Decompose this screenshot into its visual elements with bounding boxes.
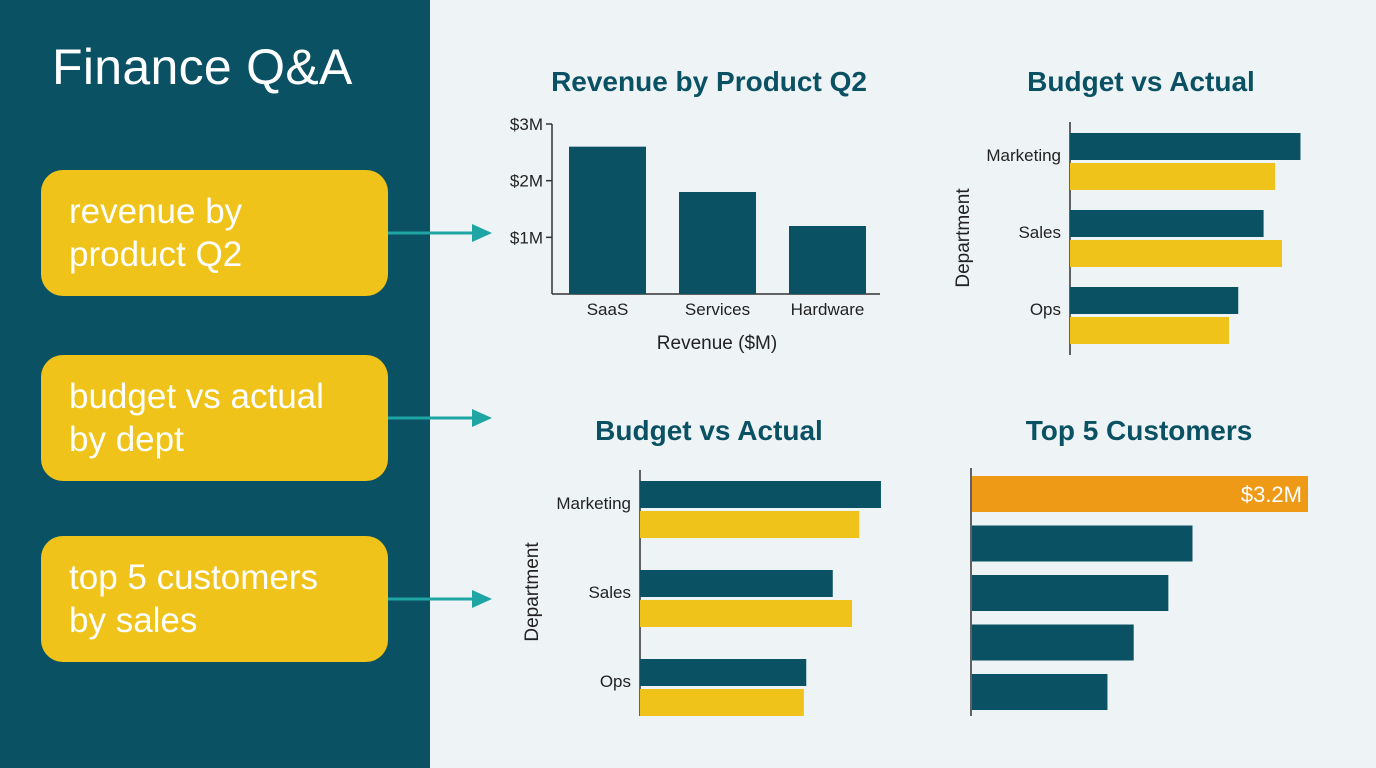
bar bbox=[1070, 287, 1239, 314]
arrow-right-icon bbox=[388, 409, 492, 427]
chart-top-5-customers: Top 5 Customers $3.2M bbox=[970, 415, 1308, 716]
bar bbox=[640, 481, 881, 508]
bar bbox=[972, 624, 1134, 661]
chart-title: Top 5 Customers bbox=[1026, 415, 1253, 446]
x-tick-label: Hardware bbox=[791, 300, 865, 319]
y-tick-label: Marketing bbox=[986, 146, 1061, 165]
query-card-revenue[interactable]: revenue by product Q2 bbox=[41, 170, 388, 296]
y-tick-label: $3M bbox=[510, 115, 543, 134]
chart-budget-vs-actual-bottom: Budget vs Actual Department Marketing Sal… bbox=[522, 415, 881, 716]
y-tick-label: $1M bbox=[510, 228, 543, 247]
bar bbox=[972, 674, 1108, 710]
y-tick-label: Marketing bbox=[556, 494, 631, 513]
y-tick-label: Sales bbox=[588, 583, 631, 602]
y-axis-label: Department bbox=[953, 188, 974, 288]
chart-title: Revenue by Product Q2 bbox=[551, 66, 867, 97]
y-tick-label: Sales bbox=[1018, 223, 1061, 242]
chart-panel: Revenue by Product Q2 $1M $2M $3M SaaS Serv… bbox=[430, 0, 1376, 768]
query-text: budget vs actual by dept bbox=[69, 377, 324, 459]
bar bbox=[972, 525, 1193, 562]
query-text: revenue by product Q2 bbox=[69, 192, 243, 274]
bar bbox=[640, 689, 804, 716]
bar bbox=[640, 511, 860, 538]
chart-title: Budget vs Actual bbox=[1027, 66, 1255, 97]
bar bbox=[1070, 317, 1230, 344]
bar bbox=[972, 575, 1169, 611]
bar bbox=[1070, 163, 1276, 190]
bar bbox=[679, 192, 756, 294]
x-tick-label: SaaS bbox=[587, 300, 629, 319]
query-text: top 5 customers by sales bbox=[69, 558, 318, 640]
chart-title: Budget vs Actual bbox=[595, 415, 823, 446]
x-axis-label: Revenue ($M) bbox=[657, 333, 777, 354]
arrow-right-icon bbox=[388, 224, 492, 242]
y-tick-label: Ops bbox=[1030, 300, 1061, 319]
arrow-right-icon bbox=[388, 590, 492, 608]
sidebar: Finance Q&A revenue by product Q2 budget… bbox=[0, 0, 430, 768]
bar bbox=[789, 226, 866, 294]
chart-budget-vs-actual-top: Budget vs Actual Department Marketing Sal… bbox=[953, 66, 1301, 355]
bar bbox=[569, 146, 646, 294]
bar bbox=[640, 659, 807, 686]
bar bbox=[640, 570, 833, 597]
y-tick-label: $2M bbox=[510, 172, 543, 191]
chart-revenue-by-product: Revenue by Product Q2 $1M $2M $3M SaaS Serv… bbox=[510, 66, 880, 354]
query-card-budget[interactable]: budget vs actual by dept bbox=[41, 355, 388, 481]
bar bbox=[640, 600, 853, 627]
y-axis-label: Department bbox=[522, 542, 543, 642]
app-title: Finance Q&A bbox=[52, 39, 353, 95]
bar bbox=[1070, 133, 1301, 160]
query-card-customers[interactable]: top 5 customers by sales bbox=[41, 536, 388, 662]
bar bbox=[972, 476, 1308, 512]
x-tick-label: Services bbox=[685, 300, 750, 319]
data-label: $3.2M bbox=[1241, 482, 1302, 507]
bar bbox=[1070, 240, 1283, 267]
y-tick-label: Ops bbox=[600, 672, 631, 691]
bar bbox=[1070, 210, 1264, 237]
charts-canvas: Revenue by Product Q2 $1M $2M $3M SaaS Serv… bbox=[510, 66, 1308, 716]
